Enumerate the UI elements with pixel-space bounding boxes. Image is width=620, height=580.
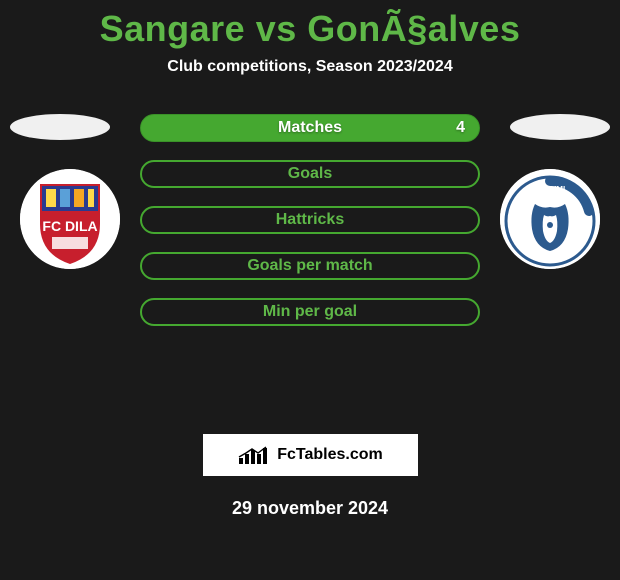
bar-chart-icon <box>237 444 271 466</box>
comparison-panel: FC DILA BATUMI Matches 4 Goals Hattrick <box>0 114 620 434</box>
stat-right-value: 4 <box>456 119 465 137</box>
branding-banner[interactable]: FcTables.com <box>203 434 418 476</box>
club-crest-left: FC DILA <box>20 169 120 269</box>
stat-row-hattricks: Hattricks <box>140 206 480 234</box>
branding-text: FcTables.com <box>277 446 383 464</box>
header: Sangare vs GonÃ§alves Club competitions,… <box>0 0 620 76</box>
fc-dila-shield-icon: FC DILA <box>20 169 120 269</box>
dinamo-batumi-shield-icon: BATUMI <box>500 169 600 269</box>
stat-row-min-per-goal: Min per goal <box>140 298 480 326</box>
stats-column: Matches 4 Goals Hattricks Goals per matc… <box>140 114 480 344</box>
svg-text:FC DILA: FC DILA <box>42 218 97 234</box>
stat-label: Matches <box>278 119 342 137</box>
page-title: Sangare vs GonÃ§alves <box>0 8 620 50</box>
club-crest-right: BATUMI <box>500 169 600 269</box>
page-subtitle: Club competitions, Season 2023/2024 <box>0 58 620 76</box>
stat-row-goals: Goals <box>140 160 480 188</box>
svg-text:BATUMI: BATUMI <box>535 185 566 194</box>
player-left-slot <box>10 114 110 140</box>
snapshot-date: 29 november 2024 <box>0 498 620 519</box>
stat-label: Min per goal <box>263 303 357 321</box>
stat-label: Hattricks <box>276 211 344 229</box>
player-right-slot <box>510 114 610 140</box>
stat-row-goals-per-match: Goals per match <box>140 252 480 280</box>
stat-label: Goals <box>288 165 332 183</box>
stat-label: Goals per match <box>247 257 372 275</box>
stat-row-matches: Matches 4 <box>140 114 480 142</box>
